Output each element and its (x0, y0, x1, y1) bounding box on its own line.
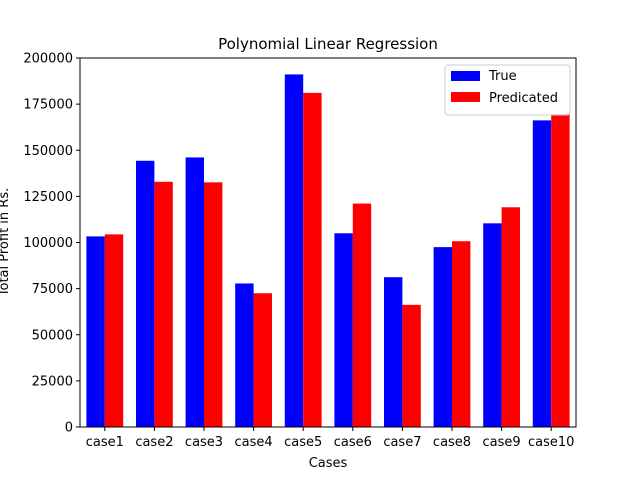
x-ticks-group: case1 case2 case3 case4 case5 case6 case7 case8… (86, 427, 574, 450)
y-tick-label: 175000 (23, 98, 73, 113)
legend-label-predicated: Predicated (489, 91, 558, 106)
x-tick-label: case2 (135, 435, 173, 450)
y-tick-label: 125000 (23, 190, 73, 205)
bar-true-case4 (235, 283, 254, 427)
x-tick-label: case7 (383, 435, 421, 450)
legend-label-true: True (488, 69, 517, 84)
x-tick-label: case5 (284, 435, 322, 450)
bar-true-case2 (136, 160, 155, 427)
bar-predicated-case8 (452, 241, 471, 427)
x-tick-label: case1 (86, 435, 124, 450)
x-tick-label: case3 (185, 435, 223, 450)
plot-frame (79, 57, 577, 428)
bar-predicated-case4 (253, 293, 272, 427)
legend-swatch-true (451, 71, 480, 81)
y-tick-label: 150000 (23, 144, 73, 159)
y-tick-label: 25000 (32, 374, 73, 389)
x-tick-label: case4 (235, 435, 273, 450)
chart-title: Polynomial Linear Regression (218, 35, 438, 53)
bar-true-case8 (433, 247, 452, 427)
bar-predicated-case6 (352, 203, 372, 427)
x-tick-label: case9 (483, 435, 521, 450)
x-tick-label: case8 (433, 435, 471, 450)
x-tick-label: case6 (334, 435, 372, 450)
x-tick-label: case10 (528, 435, 574, 450)
y-tick-label: 75000 (32, 282, 73, 297)
bar-true-case10 (532, 120, 552, 428)
y-tick-label: 0 (65, 421, 73, 436)
x-axis-title: Cases (309, 456, 348, 471)
bars-group (86, 74, 570, 428)
bar-predicated-case3 (204, 182, 223, 427)
bar-predicated-case9 (501, 207, 520, 427)
y-tick-label: 200000 (23, 52, 73, 67)
y-tick-label: 50000 (32, 328, 73, 343)
y-axis-title: Total Profit in Rs. (0, 188, 12, 297)
bar-predicated-case7 (402, 304, 421, 427)
bar-true-case7 (384, 277, 403, 427)
y-tick-label: 100000 (23, 236, 73, 251)
y-ticks-group: 0 25000 50000 75000 100000 125000 150000 175000… (23, 52, 80, 436)
bar-predicated-case10 (551, 114, 570, 427)
bar-predicated-case5 (303, 92, 322, 428)
bar-true-case1 (86, 236, 105, 427)
legend: True Predicated (444, 64, 571, 116)
legend-swatch-predicated (451, 92, 480, 102)
bar-true-case3 (185, 157, 204, 427)
bar-predicated-case2 (154, 181, 173, 427)
bar-true-case6 (334, 233, 353, 427)
bar-predicated-case1 (104, 234, 124, 427)
bar-true-case9 (483, 223, 502, 427)
bar-true-case5 (284, 74, 304, 428)
